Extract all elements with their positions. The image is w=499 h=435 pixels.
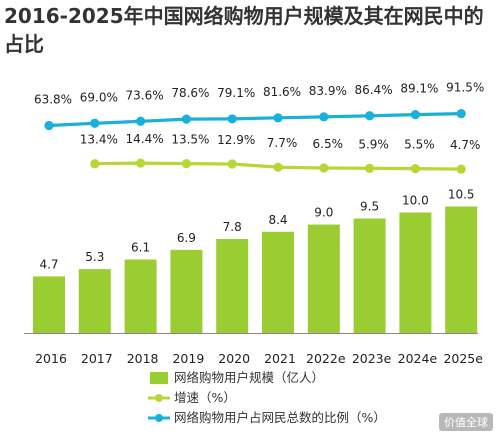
bar-label-2025e: 10.5: [448, 187, 475, 201]
share-point-2021: [273, 113, 283, 123]
bar-label-2024e: 10.0: [402, 194, 429, 208]
bar-data-labels: 4.7 5.3 6.1 6.9 7.8 8.4 9.0 9.5 10.0 10.5: [39, 187, 474, 271]
growth-label-2024e: 5.5%: [404, 138, 435, 152]
share-label-2023e: 86.4%: [355, 83, 393, 97]
growth-label-2021: 7.7%: [267, 136, 298, 150]
bar-2016: [33, 276, 65, 333]
x-tick-2023e: 2023e: [352, 351, 392, 366]
share-label-2022e: 83.9%: [309, 84, 347, 98]
growth-point-2021: [273, 162, 283, 172]
x-tick-2017: 2017: [81, 351, 113, 366]
share-point-2024e: [410, 110, 420, 120]
share-label-2025e: 91.5%: [446, 81, 484, 95]
bar-label-2019: 6.9: [177, 231, 196, 245]
legend-label-share: 网络购物用户占网民总数的比例（%）: [174, 410, 386, 425]
growth-label-2022e: 6.5%: [313, 137, 344, 151]
x-tick-2022e: 2022e: [306, 351, 346, 366]
bar-2025e: [445, 206, 478, 333]
growth-data-labels: 13.4% 14.4% 13.5% 12.9% 7.7% 6.5% 5.9% 5.5% 4.7%: [80, 132, 481, 152]
share-label-2016: 63.8%: [34, 93, 72, 107]
share-data-labels: 63.8% 69.0% 73.6% 78.6% 79.1% 81.6% 83.9% 86.4%…: [34, 81, 484, 107]
growth-point-2022e: [319, 163, 329, 173]
growth-point-2025e: [456, 164, 466, 174]
bar-label-2021: 8.4: [268, 213, 287, 227]
x-tick-2025e: 2025e: [443, 351, 483, 366]
share-line: [48, 112, 462, 128]
x-axis: 2016 2017 2018 2019 2020 2021 2022e 2023e 2024e 2…: [24, 333, 483, 366]
share-point-2022e: [319, 112, 329, 122]
growth-label-2025e: 4.7%: [450, 138, 481, 152]
bar-2022e: [307, 224, 340, 333]
bar-label-2020: 7.8: [223, 220, 242, 234]
bar-2021: [262, 231, 294, 333]
legend-swatch-bar: [150, 372, 168, 384]
share-point-2018: [136, 116, 146, 126]
share-line-series: [44, 108, 466, 131]
growth-label-2019: 13.5%: [171, 133, 209, 147]
growth-label-2017: 13.4%: [80, 133, 118, 147]
chart-title: 2016-2025年中国网络购物用户规模及其在网民中的占比: [4, 4, 484, 56]
legend-swatch-growth-dot: [155, 394, 163, 402]
share-point-2020: [227, 114, 237, 124]
x-tick-2019: 2019: [172, 351, 204, 366]
bar-2023e: [353, 218, 386, 333]
share-point-2016: [44, 120, 54, 131]
bar-2020: [216, 239, 249, 333]
legend: 网络购物用户规模（亿人） 增速（%） 网络购物用户占网民总数的比例（%）: [148, 370, 386, 425]
x-tick-2016: 2016: [35, 351, 67, 366]
bar-2024e: [399, 212, 432, 333]
bar-2017: [78, 269, 111, 333]
share-point-2017: [90, 118, 100, 128]
legend-swatch-share-dot: [155, 414, 163, 422]
bar-2018: [124, 259, 157, 333]
bar-label-2023e: 9.5: [360, 200, 379, 214]
share-point-2023e: [365, 111, 375, 121]
growth-point-2020: [227, 159, 237, 169]
growth-label-2023e: 5.9%: [358, 137, 389, 151]
watermark: 价值全球: [439, 413, 493, 431]
share-point-2019: [181, 114, 191, 124]
share-label-2019: 78.6%: [171, 86, 209, 100]
share-label-2020: 79.1%: [217, 86, 255, 100]
x-tick-2020: 2020: [218, 351, 250, 366]
bar-series: [33, 206, 478, 333]
x-tick-2018: 2018: [127, 351, 159, 366]
growth-point-2018: [136, 158, 146, 168]
share-label-2021: 81.6%: [263, 85, 301, 99]
bar-label-2022e: 9.0: [314, 206, 333, 220]
growth-point-2019: [181, 159, 191, 169]
growth-point-2024e: [410, 163, 420, 174]
bar-label-2017: 5.3: [85, 250, 104, 264]
bar-label-2018: 6.1: [131, 240, 150, 254]
growth-label-2018: 14.4%: [126, 132, 164, 146]
legend-label-bar: 网络购物用户规模（亿人）: [174, 370, 324, 385]
growth-line-series: [90, 158, 466, 174]
share-label-2018: 73.6%: [126, 88, 164, 102]
growth-point-2023e: [365, 163, 375, 173]
growth-point-2017: [90, 159, 100, 169]
x-tick-2021: 2021: [264, 351, 296, 366]
legend-label-growth: 增速（%）: [174, 390, 236, 405]
share-label-2024e: 89.1%: [400, 82, 438, 96]
bar-2019: [170, 249, 203, 333]
x-tick-2024e: 2024e: [398, 351, 438, 366]
share-label-2017: 69.0%: [80, 90, 118, 104]
growth-label-2020: 12.9%: [217, 133, 255, 147]
share-point-2025e: [456, 108, 466, 119]
bar-label-2016: 4.7: [39, 257, 58, 271]
